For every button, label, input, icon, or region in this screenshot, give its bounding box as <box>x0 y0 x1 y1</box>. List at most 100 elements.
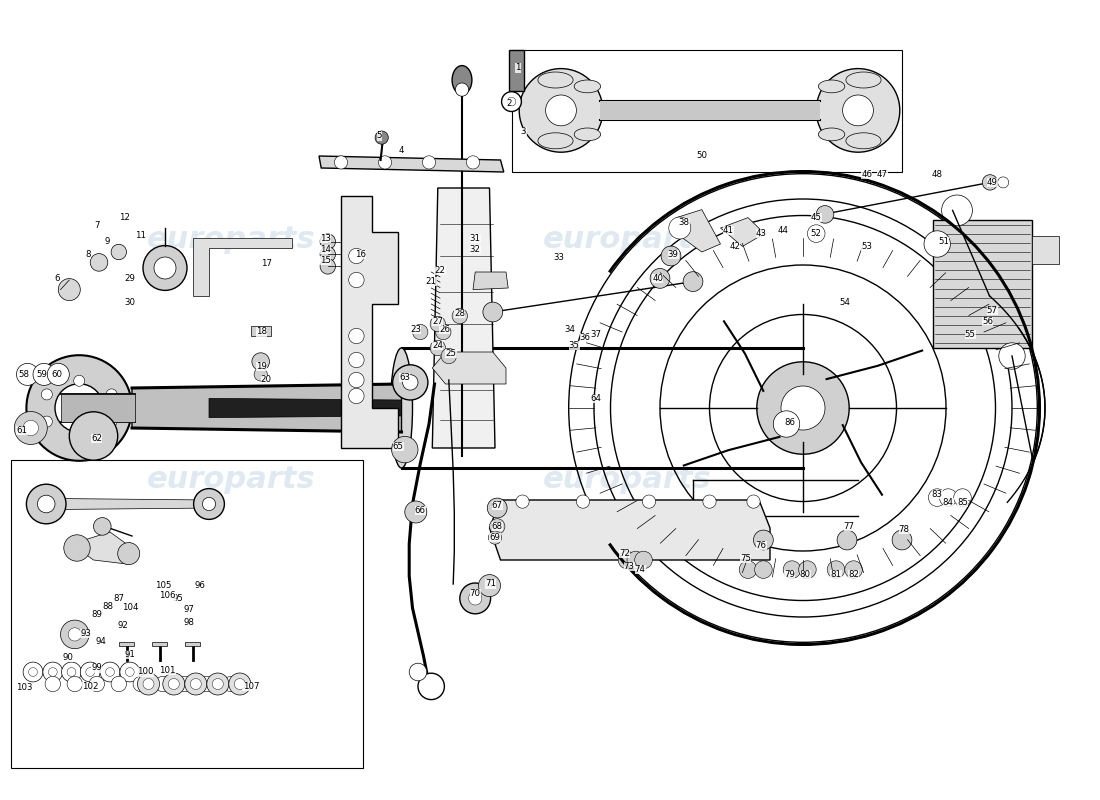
Circle shape <box>29 667 37 677</box>
Circle shape <box>212 678 223 690</box>
Text: 71: 71 <box>485 579 496 589</box>
Circle shape <box>43 662 63 682</box>
Text: 28: 28 <box>454 309 465 318</box>
Text: 95: 95 <box>173 594 184 603</box>
Text: 4: 4 <box>398 146 405 155</box>
Polygon shape <box>676 210 720 252</box>
Ellipse shape <box>846 133 881 149</box>
Polygon shape <box>432 352 506 384</box>
Circle shape <box>125 667 134 677</box>
Circle shape <box>757 362 849 454</box>
Circle shape <box>455 83 469 96</box>
Circle shape <box>469 592 482 605</box>
Text: 61: 61 <box>16 426 28 435</box>
Circle shape <box>924 230 950 258</box>
Circle shape <box>816 69 900 152</box>
Text: 43: 43 <box>756 229 767 238</box>
Circle shape <box>409 663 427 681</box>
Circle shape <box>334 156 348 169</box>
Circle shape <box>138 673 160 695</box>
Polygon shape <box>473 272 508 290</box>
Circle shape <box>254 368 267 381</box>
Text: 20: 20 <box>261 374 272 384</box>
Text: 59: 59 <box>36 370 47 379</box>
Text: 25: 25 <box>446 349 456 358</box>
Circle shape <box>781 386 825 430</box>
Circle shape <box>827 561 845 578</box>
Circle shape <box>163 673 185 695</box>
Text: 14: 14 <box>320 245 331 254</box>
Circle shape <box>487 498 507 518</box>
Text: 52: 52 <box>811 229 822 238</box>
Text: 24: 24 <box>432 341 443 350</box>
Circle shape <box>74 375 85 386</box>
Circle shape <box>120 662 140 682</box>
Text: 19: 19 <box>256 362 267 371</box>
Circle shape <box>460 583 491 614</box>
Text: 37: 37 <box>591 330 602 339</box>
Text: 67: 67 <box>492 501 503 510</box>
Circle shape <box>483 302 503 322</box>
Circle shape <box>320 246 336 262</box>
Circle shape <box>80 662 100 682</box>
Text: 87: 87 <box>113 594 124 603</box>
Circle shape <box>452 308 468 324</box>
Text: 36: 36 <box>580 333 591 342</box>
Circle shape <box>430 316 446 332</box>
Text: 68: 68 <box>492 522 503 531</box>
Circle shape <box>185 673 207 695</box>
Ellipse shape <box>574 128 601 141</box>
Circle shape <box>60 620 89 649</box>
Text: 29: 29 <box>124 274 135 283</box>
Circle shape <box>100 662 120 682</box>
Text: 101: 101 <box>158 666 176 675</box>
Text: 64: 64 <box>591 394 602 403</box>
Circle shape <box>26 355 132 461</box>
Text: 78: 78 <box>899 525 910 534</box>
Text: 40: 40 <box>652 274 663 283</box>
Circle shape <box>845 561 862 578</box>
Bar <box>509 50 524 91</box>
Circle shape <box>69 412 118 460</box>
Text: 51: 51 <box>938 237 949 246</box>
Ellipse shape <box>538 133 573 149</box>
Circle shape <box>405 501 427 523</box>
Circle shape <box>703 495 716 508</box>
Text: 9: 9 <box>104 237 109 246</box>
Text: 88: 88 <box>102 602 113 611</box>
Text: 81: 81 <box>830 570 842 579</box>
Text: 11: 11 <box>135 231 146 241</box>
Circle shape <box>739 561 757 578</box>
Text: 100: 100 <box>138 667 154 677</box>
Polygon shape <box>319 156 504 172</box>
Circle shape <box>207 673 229 695</box>
Text: 15: 15 <box>320 256 331 266</box>
Circle shape <box>177 676 192 692</box>
Circle shape <box>747 495 760 508</box>
Bar <box>185 642 200 646</box>
Text: 98: 98 <box>184 618 195 627</box>
Polygon shape <box>60 394 135 422</box>
Text: 63: 63 <box>399 373 410 382</box>
Text: 27: 27 <box>432 317 443 326</box>
Circle shape <box>998 177 1009 188</box>
Circle shape <box>837 530 857 550</box>
Text: 12: 12 <box>119 213 130 222</box>
Circle shape <box>133 676 148 692</box>
Text: 58: 58 <box>19 370 30 379</box>
Text: 48: 48 <box>932 170 943 179</box>
Text: 86: 86 <box>784 418 795 427</box>
Text: europarts: europarts <box>146 466 316 494</box>
Circle shape <box>892 530 912 550</box>
Circle shape <box>202 498 216 510</box>
Circle shape <box>68 628 81 641</box>
Text: 38: 38 <box>679 218 690 227</box>
Ellipse shape <box>538 72 573 88</box>
Circle shape <box>642 495 656 508</box>
Circle shape <box>843 95 873 126</box>
Text: 72: 72 <box>619 549 630 558</box>
Circle shape <box>669 217 691 239</box>
Text: 44: 44 <box>778 226 789 235</box>
Text: 21: 21 <box>426 277 437 286</box>
Text: 42: 42 <box>729 242 740 251</box>
